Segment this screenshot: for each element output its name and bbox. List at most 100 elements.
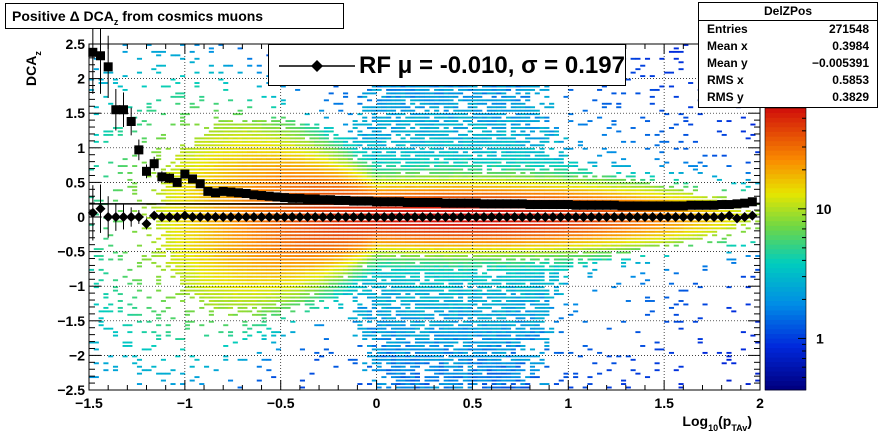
- heatmap-cell: [381, 286, 387, 289]
- heatmap-cell: [362, 248, 368, 251]
- heatmap-cell: [127, 178, 133, 181]
- heatmap-cell: [290, 300, 296, 302]
- heatmap-cell: [285, 158, 291, 161]
- heatmap-cell: [232, 123, 238, 126]
- heatmap-cell: [242, 206, 248, 209]
- heatmap-cell: [482, 282, 488, 285]
- heatmap-cell: [232, 300, 238, 302]
- heatmap-cell: [429, 327, 435, 330]
- heatmap-cell: [443, 230, 449, 233]
- heatmap-cell: [338, 279, 344, 282]
- heatmap-cell: [309, 151, 315, 154]
- heatmap-cell: [405, 172, 411, 174]
- heatmap-cell: [314, 151, 320, 154]
- heatmap-cell: [376, 362, 382, 365]
- heatmap-cell: [491, 223, 497, 226]
- heatmap-cell: [333, 220, 339, 223]
- heatmap-cell: [381, 154, 387, 157]
- heatmap-cell: [376, 88, 382, 91]
- heatmap-cell: [314, 175, 320, 178]
- heatmap-cell: [429, 227, 435, 230]
- heatmap-cell: [438, 272, 444, 275]
- heatmap-cell: [199, 234, 205, 237]
- heatmap-cell: [395, 289, 401, 292]
- heatmap-cell: [482, 175, 488, 178]
- heatmap-cell: [333, 178, 339, 181]
- heatmap-cell: [381, 109, 387, 112]
- heatmap-cell: [491, 227, 497, 230]
- heatmap-cell: [213, 289, 219, 292]
- heatmap-cell: [208, 178, 214, 181]
- heatmap-cell: [419, 140, 425, 143]
- heatmap-cell: [299, 168, 305, 171]
- heatmap-cell: [165, 223, 171, 226]
- heatmap-cell: [213, 268, 219, 271]
- heatmap-cell: [213, 116, 219, 119]
- heatmap-cell: [314, 255, 320, 257]
- heatmap-cell: [208, 237, 214, 240]
- heatmap-cell: [194, 227, 200, 230]
- heatmap-cell: [419, 147, 425, 150]
- heatmap-cell: [482, 192, 488, 195]
- heatmap-cell: [343, 158, 349, 161]
- heatmap-cell: [467, 182, 473, 185]
- heatmap-cell: [357, 185, 363, 188]
- heatmap-cell: [462, 227, 468, 230]
- heatmap-cell: [141, 227, 147, 230]
- heatmap-cell: [280, 227, 286, 230]
- heatmap-cell: [285, 130, 291, 133]
- heatmap-cell: [486, 241, 492, 244]
- heatmap-cell: [251, 140, 258, 143]
- heatmap-cell: [319, 296, 325, 299]
- heatmap-cell: [438, 313, 444, 316]
- heatmap-cell: [256, 64, 262, 67]
- heatmap-cell: [323, 279, 329, 282]
- heatmap-cell: [410, 223, 416, 226]
- heatmap-cell: [189, 185, 195, 188]
- heatmap-cell: [323, 210, 329, 212]
- heatmap-cell: [295, 244, 301, 247]
- heatmap-cell: [261, 244, 267, 247]
- heatmap-cell: [462, 151, 468, 154]
- heatmap-cell: [496, 196, 502, 199]
- heatmap-cell: [132, 313, 138, 316]
- heatmap-cell: [419, 355, 425, 358]
- heatmap-cell: [434, 358, 440, 361]
- heatmap-cell: [400, 272, 406, 275]
- heatmap-cell: [280, 102, 286, 105]
- heatmap-cell: [328, 227, 334, 230]
- heatmap-cell: [309, 220, 315, 223]
- heatmap-cell: [424, 293, 430, 296]
- heatmap-cell: [462, 182, 468, 185]
- heatmap-cell: [371, 355, 377, 358]
- heatmap-cell: [304, 175, 310, 178]
- heatmap-cell: [371, 137, 377, 140]
- heatmap-cell: [170, 206, 176, 209]
- heatmap-cell: [376, 151, 382, 154]
- heatmap-cell: [189, 258, 195, 261]
- heatmap-cell: [381, 227, 387, 230]
- heatmap-cell: [448, 317, 454, 320]
- heatmap-cell: [160, 300, 166, 302]
- heatmap-cell: [486, 324, 492, 327]
- heatmap-cell: [390, 244, 397, 247]
- heatmap-cell: [242, 172, 248, 174]
- heatmap-cell: [328, 223, 334, 226]
- heatmap-cell: [290, 275, 296, 278]
- heatmap-cell: [266, 272, 272, 275]
- heatmap-cell: [141, 258, 147, 261]
- heatmap-cell: [180, 168, 186, 171]
- heatmap-cell: [256, 161, 262, 164]
- heatmap-cell: [434, 338, 440, 340]
- heatmap-cell: [208, 244, 214, 247]
- heatmap-cell: [424, 268, 430, 271]
- heatmap-cell: [448, 383, 454, 385]
- heatmap-cell: [467, 275, 473, 278]
- heatmap-cell: [170, 192, 176, 195]
- heatmap-cell: [146, 102, 152, 105]
- heatmap-cell: [438, 248, 444, 251]
- heatmap-cell: [458, 144, 464, 147]
- heatmap-cell: [204, 196, 210, 199]
- heatmap-cell: [371, 317, 377, 320]
- heatmap-cell: [204, 248, 210, 251]
